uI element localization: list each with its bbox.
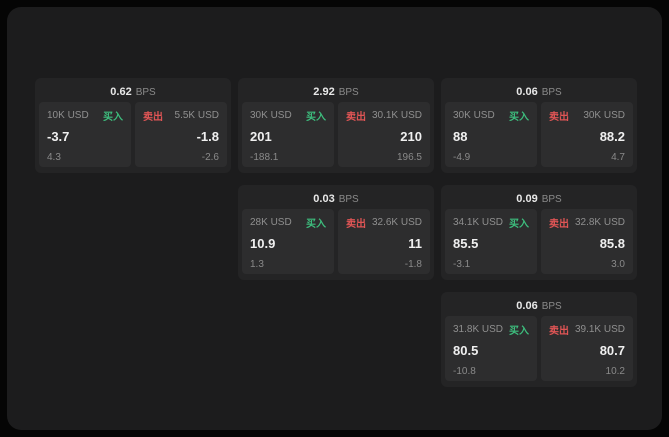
bps-value: 0.09 xyxy=(516,193,538,205)
buy-amount: 30K USD xyxy=(250,110,292,121)
buy-amount: 28K USD xyxy=(250,217,292,228)
bps-header: 0.06 BPS xyxy=(445,296,633,314)
quote-card: 0.09 BPS 34.1K USD 买入 85.5 -3.1 卖出 32.8K … xyxy=(441,185,637,280)
buy-panel[interactable]: 30K USD 买入 201 -188.1 xyxy=(242,102,334,167)
sell-label: 卖出 xyxy=(549,326,569,337)
sell-amount: 30K USD xyxy=(583,110,625,121)
buy-change: -4.9 xyxy=(453,152,471,163)
sell-change: 3.0 xyxy=(611,259,625,270)
buy-label: 买入 xyxy=(509,219,529,230)
buy-label: 买入 xyxy=(509,112,529,123)
sell-change: 4.7 xyxy=(611,152,625,163)
buy-price: 10.9 xyxy=(250,236,276,251)
sell-panel[interactable]: 卖出 30.1K USD 210 196.5 xyxy=(338,102,430,167)
buy-change: -188.1 xyxy=(250,152,279,163)
quote-card: 0.06 BPS 31.8K USD 买入 80.5 -10.8 卖出 39.1K… xyxy=(441,292,637,387)
bps-label: BPS xyxy=(135,87,156,98)
sell-change: 196.5 xyxy=(396,152,422,163)
quote-card: 2.92 BPS 30K USD 买入 201 -188.1 卖出 30.1K U… xyxy=(238,78,434,173)
bps-label: BPS xyxy=(338,194,359,205)
bps-header: 0.03 BPS xyxy=(242,189,430,207)
quote-card: 0.03 BPS 28K USD 买入 10.9 1.3 卖出 32.6K USD… xyxy=(238,185,434,280)
bps-value: 0.06 xyxy=(516,300,538,312)
sell-panel[interactable]: 卖出 32.8K USD 85.8 3.0 xyxy=(541,209,633,274)
bps-value: 0.62 xyxy=(110,86,132,98)
buy-label: 买入 xyxy=(103,112,123,123)
buy-label: 买入 xyxy=(509,326,529,337)
buy-change: -10.8 xyxy=(453,366,476,377)
buy-label: 买入 xyxy=(306,219,326,230)
sell-change: 10.2 xyxy=(605,366,625,377)
sell-panel[interactable]: 卖出 39.1K USD 80.7 10.2 xyxy=(541,316,633,381)
sell-change: -1.8 xyxy=(404,259,422,270)
bps-label: BPS xyxy=(541,301,562,312)
sell-label: 卖出 xyxy=(549,112,569,123)
buy-label: 买入 xyxy=(306,112,326,123)
bps-label: BPS xyxy=(338,87,359,98)
bps-header: 0.62 BPS xyxy=(39,82,227,100)
quote-card: 0.62 BPS 10K USD 买入 -3.7 4.3 卖出 5.5K USD … xyxy=(35,78,231,173)
buy-price: 80.5 xyxy=(453,343,479,358)
sell-panel[interactable]: 卖出 5.5K USD -1.8 -2.6 xyxy=(135,102,227,167)
sell-price: 210 xyxy=(400,129,422,144)
sell-panel[interactable]: 卖出 30K USD 88.2 4.7 xyxy=(541,102,633,167)
sell-price: 11 xyxy=(408,236,422,251)
buy-panel[interactable]: 28K USD 买入 10.9 1.3 xyxy=(242,209,334,274)
buy-price: 85.5 xyxy=(453,236,479,251)
buy-change: 4.3 xyxy=(47,152,61,163)
quote-card: 0.06 BPS 30K USD 买入 88 -4.9 卖出 30K USD 88… xyxy=(441,78,637,173)
sell-panel[interactable]: 卖出 32.6K USD 11 -1.8 xyxy=(338,209,430,274)
quote-grid: 0.62 BPS 10K USD 买入 -3.7 4.3 卖出 5.5K USD … xyxy=(35,78,637,387)
sell-label: 卖出 xyxy=(346,219,366,230)
sell-price: 88.2 xyxy=(599,129,625,144)
buy-amount: 31.8K USD xyxy=(453,324,504,335)
sell-change: -2.6 xyxy=(201,152,219,163)
bps-label: BPS xyxy=(541,194,562,205)
buy-price: 88 xyxy=(453,129,468,144)
sell-amount: 30.1K USD xyxy=(371,110,422,121)
sell-price: -1.8 xyxy=(196,129,219,144)
buy-amount: 30K USD xyxy=(453,110,495,121)
buy-panel[interactable]: 34.1K USD 买入 85.5 -3.1 xyxy=(445,209,537,274)
bps-value: 0.06 xyxy=(516,86,538,98)
sell-price: 80.7 xyxy=(599,343,625,358)
sell-amount: 5.5K USD xyxy=(174,110,219,121)
buy-change: 1.3 xyxy=(250,259,264,270)
bps-header: 0.06 BPS xyxy=(445,82,633,100)
sell-price: 85.8 xyxy=(599,236,625,251)
sell-amount: 32.6K USD xyxy=(371,217,422,228)
bps-label: BPS xyxy=(541,87,562,98)
sell-amount: 32.8K USD xyxy=(574,217,625,228)
buy-price: -3.7 xyxy=(47,129,70,144)
bps-header: 2.92 BPS xyxy=(242,82,430,100)
sell-label: 卖出 xyxy=(346,112,366,123)
sell-label: 卖出 xyxy=(143,112,163,123)
bps-value: 0.03 xyxy=(313,193,335,205)
bps-value: 2.92 xyxy=(313,86,335,98)
sell-label: 卖出 xyxy=(549,219,569,230)
buy-panel[interactable]: 10K USD 买入 -3.7 4.3 xyxy=(39,102,131,167)
buy-amount: 34.1K USD xyxy=(453,217,504,228)
buy-amount: 10K USD xyxy=(47,110,89,121)
sell-amount: 39.1K USD xyxy=(574,324,625,335)
buy-change: -3.1 xyxy=(453,259,471,270)
bps-header: 0.09 BPS xyxy=(445,189,633,207)
buy-panel[interactable]: 31.8K USD 买入 80.5 -10.8 xyxy=(445,316,537,381)
buy-price: 201 xyxy=(250,129,272,144)
buy-panel[interactable]: 30K USD 买入 88 -4.9 xyxy=(445,102,537,167)
